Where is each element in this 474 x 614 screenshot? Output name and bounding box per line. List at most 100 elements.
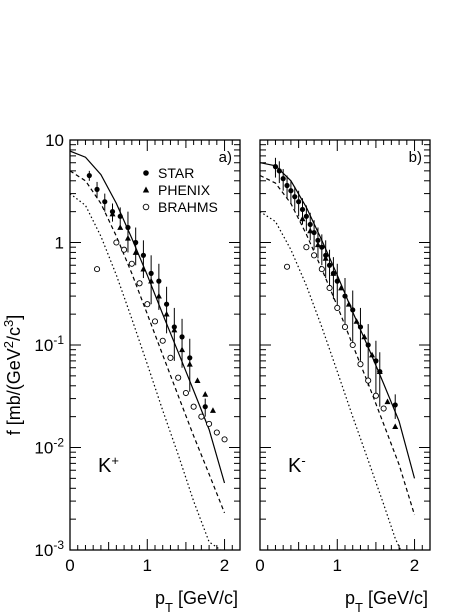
- brahms-point: [303, 244, 310, 251]
- brahms-point: [221, 436, 228, 443]
- curve-solid: [260, 162, 416, 479]
- brahms-point: [334, 304, 341, 311]
- legend-label: STAR: [158, 165, 194, 181]
- star-point: [148, 270, 154, 276]
- legend-label: PHENIX: [158, 182, 211, 198]
- x-tick-label: 0: [255, 556, 264, 575]
- phenix-point: [361, 333, 368, 340]
- phenix-point: [171, 326, 178, 333]
- brahms-point: [372, 392, 379, 399]
- y-tick-label: 1: [55, 234, 64, 253]
- brahms-point: [136, 280, 143, 287]
- phenix-point: [392, 423, 399, 429]
- x-axis-title: pT [GeV/c]: [345, 588, 428, 614]
- brahms-series: [283, 244, 387, 412]
- curve-solid: [70, 150, 226, 484]
- brahms-point: [175, 374, 182, 381]
- x-axis-title: pT [GeV/c]: [155, 588, 238, 614]
- phenix-point: [322, 255, 329, 261]
- phenix-point: [163, 310, 170, 317]
- x-axis-title-end: [GeV/c]: [173, 588, 238, 608]
- phenix-point: [186, 360, 193, 367]
- star-point: [303, 213, 309, 219]
- star-point: [179, 334, 185, 340]
- brahms-point: [144, 301, 151, 308]
- y-axis-title-end: ]: [4, 315, 24, 320]
- panel-a: 0 1 2 pT [GeV/c] a) K+: [65, 139, 241, 614]
- star-series: [86, 170, 208, 417]
- brahms-point: [159, 337, 166, 344]
- x-axis-title-main: p: [155, 588, 165, 608]
- y-axis-title-mid: /c: [4, 327, 24, 341]
- y-tick-base: 1: [55, 234, 64, 253]
- phenix-point: [124, 235, 131, 241]
- star-point: [280, 176, 286, 182]
- phenix-point: [338, 284, 345, 291]
- model-curves: [260, 162, 416, 550]
- x-tick-label: 1: [143, 556, 152, 575]
- phenix-point: [140, 265, 147, 272]
- y-tick-base: 10: [45, 131, 64, 150]
- brahms-point: [283, 263, 291, 270]
- brahms-point: [151, 318, 159, 325]
- legend-marker-star: [143, 170, 149, 176]
- phenix-point: [345, 301, 352, 307]
- panel-label: a): [219, 149, 232, 166]
- y-axis-title: f [mb/(GeV2/c3]: [1, 315, 25, 436]
- x-axis-title-sub: T: [165, 600, 173, 614]
- star-point: [357, 324, 364, 330]
- particle-charge: +: [111, 453, 119, 468]
- star-point: [365, 342, 371, 348]
- phenix-series: [109, 210, 216, 413]
- y-tick-base: 10: [34, 439, 53, 458]
- brahms-point: [326, 284, 333, 292]
- phenix-point: [376, 368, 383, 375]
- star-point: [292, 194, 298, 200]
- brahms-point: [213, 429, 220, 436]
- curve-dashed: [70, 170, 226, 514]
- x-tick-label: 2: [410, 556, 419, 575]
- curve-dashed: [260, 174, 416, 516]
- brahms-point: [182, 389, 189, 397]
- brahms-point: [121, 246, 128, 253]
- x-tick-label: 1: [333, 556, 342, 575]
- y-tick-label: 10: [45, 131, 64, 150]
- star-point: [350, 307, 356, 313]
- star-point: [296, 199, 302, 205]
- star-point: [163, 301, 170, 307]
- particle-name: K: [288, 455, 302, 477]
- phenix-point: [314, 241, 321, 248]
- legend-marker-brahms: [142, 203, 150, 211]
- phenix-series: [299, 215, 399, 429]
- brahms-point: [365, 377, 372, 384]
- star-point: [315, 237, 321, 243]
- brahms-series: [93, 239, 228, 443]
- star-point: [299, 206, 306, 213]
- star-point: [156, 278, 162, 284]
- star-point: [307, 221, 313, 228]
- legend-marker-phenix: [142, 186, 150, 193]
- y-tick-base: 10: [34, 541, 53, 560]
- star-point: [326, 262, 333, 268]
- curve-dotted: [70, 193, 222, 550]
- phenix-point: [109, 210, 116, 217]
- y-axis-title-main: f [mb/(GeV: [4, 348, 24, 435]
- star-point: [94, 186, 100, 192]
- phenix-point: [353, 318, 360, 324]
- star-point: [392, 402, 398, 408]
- y-tick-exponent: -2: [53, 436, 64, 450]
- y-tick-label: 10-1: [34, 333, 64, 355]
- x-tick-label: 0: [65, 556, 74, 575]
- phenix-point: [369, 351, 376, 358]
- brahms-point: [190, 403, 197, 410]
- y-axis-title-sup2: 3: [1, 320, 16, 327]
- phenix-point: [148, 277, 155, 284]
- star-point: [125, 224, 131, 231]
- star-point: [373, 358, 379, 364]
- star-point: [187, 355, 193, 361]
- star-point: [284, 182, 290, 189]
- y-tick-exponent: -3: [53, 538, 64, 552]
- brahms-point: [198, 413, 205, 420]
- model-curves: [70, 150, 226, 550]
